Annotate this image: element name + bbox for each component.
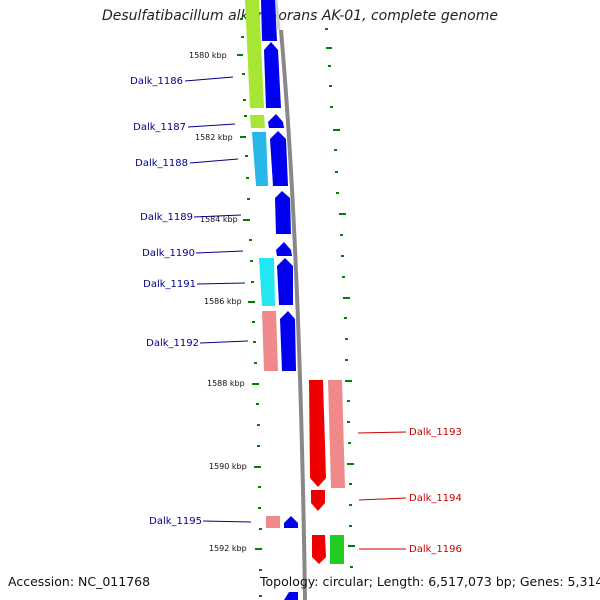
gene-labels: Dalk_1186 Dalk_1187 Dalk_1188 Dalk_1189 … xyxy=(130,76,462,555)
cog-block-salmon xyxy=(262,311,278,371)
gene-label-dalk-1186[interactable]: Dalk_1186 xyxy=(130,76,183,87)
tick-label: 1590 kbp xyxy=(209,462,247,471)
label-connector xyxy=(358,497,407,501)
gene-label-dalk-1191[interactable]: Dalk_1191 xyxy=(143,279,196,290)
gene-label-dalk-1189[interactable]: Dalk_1189 xyxy=(140,212,193,223)
gene-label-dalk-1192[interactable]: Dalk_1192 xyxy=(146,338,199,349)
gene-label-dalk-1195[interactable]: Dalk_1195 xyxy=(149,516,202,527)
gene-arrow-forward xyxy=(280,311,296,371)
gene-arrow-reverse xyxy=(309,380,326,487)
label-connector xyxy=(193,214,242,218)
cog-block-yellowgreen-2 xyxy=(250,115,265,128)
gene-arrow-forward xyxy=(261,0,277,41)
gene-label-dalk-1196[interactable]: Dalk_1196 xyxy=(409,544,462,555)
cog-block-pink xyxy=(328,380,345,488)
cog-block-cyan xyxy=(259,258,275,306)
label-connector xyxy=(199,340,249,344)
label-connector xyxy=(189,158,239,164)
tick-label: 1584 kbp xyxy=(200,215,238,224)
cog-block-salmon-small xyxy=(266,516,280,528)
gene-arrow-forward xyxy=(270,131,288,186)
genome-backbone xyxy=(279,29,307,600)
tick-labels: 1580 kbp 1582 kbp 1584 kbp 1586 kbp 1588… xyxy=(189,51,247,553)
topology-label: Topology: circular; Length: 6,517,073 bp… xyxy=(260,574,600,589)
cog-block-skyblue xyxy=(252,132,268,186)
label-connector xyxy=(195,250,244,254)
label-connector xyxy=(357,431,407,434)
reverse-genes xyxy=(309,380,345,564)
accession-label: Accession: NC_011768 xyxy=(8,574,151,589)
reverse-connectors xyxy=(357,431,407,550)
label-connector xyxy=(202,520,252,523)
forward-connectors xyxy=(184,76,252,523)
gene-arrow-forward xyxy=(284,592,298,600)
gene-label-dalk-1187[interactable]: Dalk_1187 xyxy=(133,122,186,133)
tick-label: 1580 kbp xyxy=(189,51,227,60)
tick-label: 1586 kbp xyxy=(204,297,242,306)
cog-blocks xyxy=(245,0,280,528)
right-tick-marks xyxy=(325,28,355,568)
cog-block-yellowgreen xyxy=(245,0,264,108)
gene-arrow-reverse xyxy=(312,535,326,564)
tick-label: 1588 kbp xyxy=(207,379,245,388)
gene-arrow-forward xyxy=(275,191,291,234)
label-connector xyxy=(187,123,236,128)
genome-title: Desulfatibacillum alkenivorans AK-01, co… xyxy=(101,8,499,24)
left-tick-marks xyxy=(237,18,262,597)
label-connector xyxy=(196,282,246,285)
gene-label-dalk-1194[interactable]: Dalk_1194 xyxy=(409,493,462,504)
gene-label-dalk-1190[interactable]: Dalk_1190 xyxy=(142,248,195,259)
gene-label-dalk-1193[interactable]: Dalk_1193 xyxy=(409,427,462,438)
gene-arrow-forward xyxy=(268,114,284,128)
gene-label-dalk-1188[interactable]: Dalk_1188 xyxy=(135,158,188,169)
gene-arrow-forward xyxy=(264,42,281,108)
gene-arrow-forward xyxy=(277,258,293,305)
tick-label: 1592 kbp xyxy=(209,544,247,553)
tick-label: 1582 kbp xyxy=(195,133,233,142)
gene-arrow-reverse xyxy=(311,490,325,511)
label-connector xyxy=(184,76,234,82)
cog-block-green xyxy=(330,535,344,564)
gene-arrow-forward xyxy=(284,516,298,528)
backbone-highlight xyxy=(274,0,281,31)
forward-genes xyxy=(261,0,298,600)
gene-arrow-forward xyxy=(276,242,292,256)
